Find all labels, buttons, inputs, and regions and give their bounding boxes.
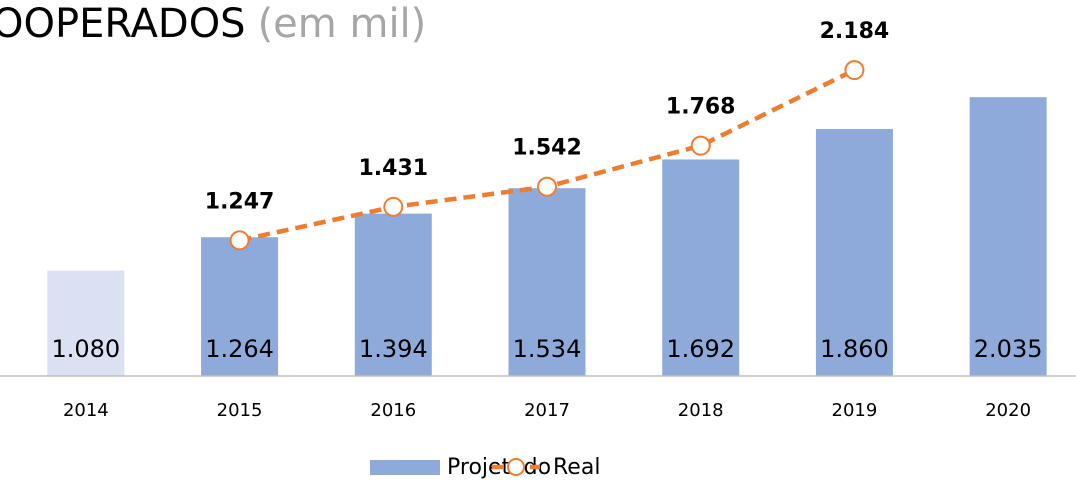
chart-title: OOPERADOS (em mil) — [0, 1, 426, 47]
bar — [662, 159, 740, 376]
bar — [969, 97, 1047, 376]
line-marker — [229, 230, 250, 251]
bar — [201, 237, 279, 376]
line-value-label: 1.247 — [205, 189, 275, 214]
line-value-label: 1.768 — [666, 95, 736, 120]
legend-swatch — [370, 460, 440, 475]
line-marker — [383, 196, 404, 217]
bar-value-label: 1.860 — [820, 335, 889, 363]
bar-value-label: 2.035 — [974, 335, 1043, 363]
line-value-label: 1.431 — [358, 156, 428, 181]
x-tick-label: 2019 — [832, 400, 878, 421]
x-tick-label: 2015 — [217, 400, 263, 421]
title-unit: (em mil) — [258, 1, 427, 47]
line-value-label: 2.184 — [820, 19, 890, 44]
line-marker — [690, 135, 711, 156]
bar-value-label: 1.692 — [666, 335, 735, 363]
line-marker — [537, 176, 557, 197]
bar — [354, 213, 432, 376]
bar-value-label: 1.264 — [205, 335, 274, 363]
x-tick-label: 2020 — [985, 400, 1031, 421]
x-tick-label: 2016 — [370, 400, 416, 421]
line-marker — [844, 60, 865, 81]
bar — [815, 128, 893, 376]
bar-value-label: 1.534 — [513, 335, 582, 363]
x-tick-label: 2014 — [63, 400, 109, 421]
bar-value-label: 1.394 — [359, 335, 428, 363]
bar-value-label: 1.080 — [51, 335, 120, 363]
line-value-label: 1.542 — [512, 136, 582, 161]
bar — [508, 188, 586, 376]
title: OOPERADOS — [0, 1, 246, 47]
legend-marker — [507, 458, 525, 476]
x-tick-label: 2018 — [678, 400, 724, 421]
legend-label: Real — [553, 455, 600, 480]
x-tick-label: 2017 — [524, 400, 570, 421]
bar — [47, 270, 125, 376]
